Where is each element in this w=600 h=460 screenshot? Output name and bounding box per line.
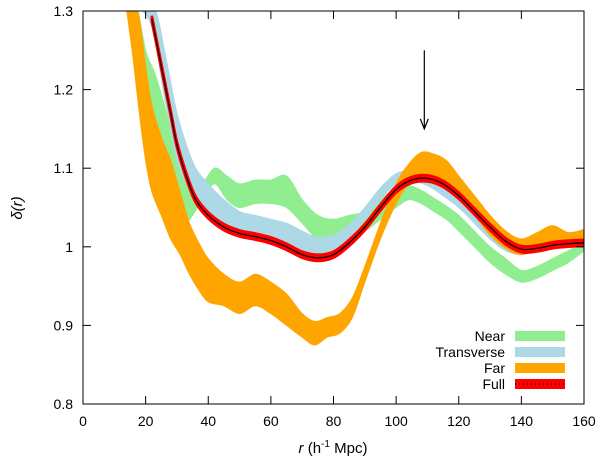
band-far [126,11,584,346]
y-tick-label: 0.8 [54,396,74,412]
x-axis-label-unit-close: Mpc) [330,440,368,457]
legend-swatch-transverse [515,347,565,357]
y-tick-label: 1.2 [54,82,74,98]
legend-label-transverse: Transverse [435,344,505,360]
legend-label-full: Full [482,376,505,392]
x-tick-label: 140 [510,413,534,429]
x-tick-label: 160 [572,413,596,429]
x-tick-label: 0 [79,413,87,429]
x-tick-label: 100 [384,413,408,429]
tick-layer: 0 20 40 60 80 100 120 140 160 0.8 0.9 1 1.1 1.2 1.3 [54,3,596,429]
x-axis-label: r (h-1 Mpc) [299,439,368,457]
legend-label-far: Far [484,360,505,376]
series-layer [126,11,584,346]
x-tick-label: 20 [138,413,154,429]
legend-swatch-near [515,331,565,341]
band-transverse [132,11,584,256]
x-tick-label: 80 [326,413,342,429]
x-axis-label-var: r [299,440,305,457]
y-tick-label: 1.1 [54,160,74,176]
y-axis-label: δ(r) [9,196,26,219]
annotation-arrow-head [419,118,429,131]
y-tick-label: 0.9 [54,317,74,333]
x-tick-label: 40 [200,413,216,429]
legend-label-near: Near [475,328,506,344]
x-tick-label: 120 [447,413,471,429]
y-tick-label: 1.3 [54,3,74,19]
y-tick-label: 1 [65,239,73,255]
x-tick-label: 60 [263,413,279,429]
band-full [150,15,584,263]
x-axis-label-unit-open: (h [304,440,322,457]
legend-swatch-far [515,363,565,373]
line-full [151,18,584,259]
x-axis-label-exponent: -1 [321,439,330,450]
annotation-layer [419,50,429,131]
